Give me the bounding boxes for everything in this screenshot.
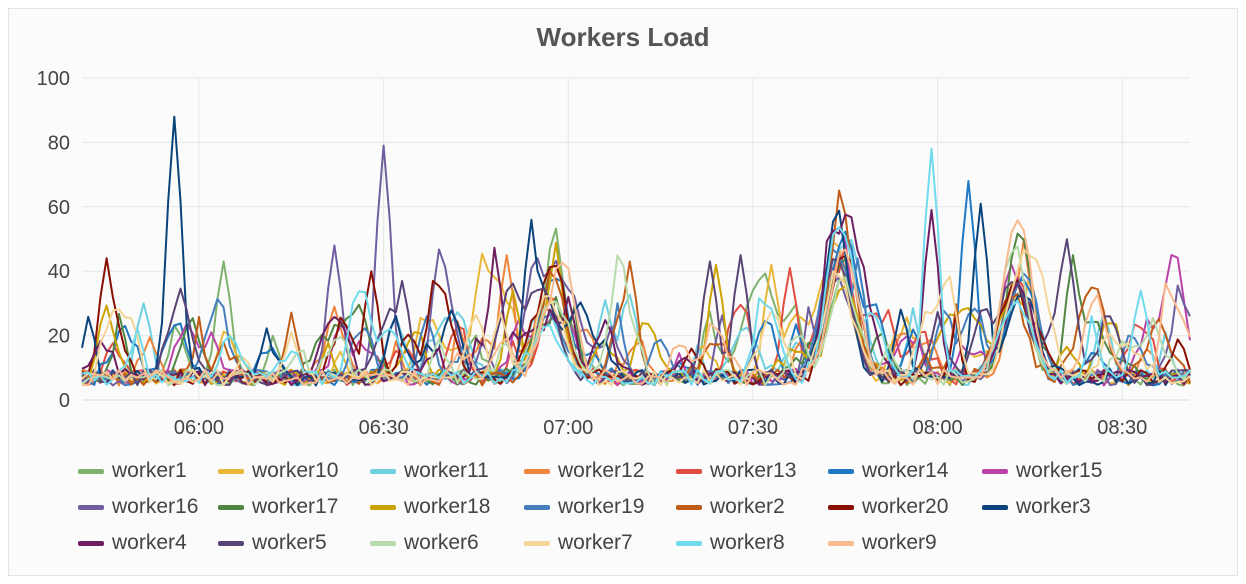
legend-swatch xyxy=(218,540,244,546)
legend-label: worker12 xyxy=(558,459,645,482)
legend-item-worker5[interactable]: worker5 xyxy=(218,528,327,558)
legend-item-worker1[interactable]: worker1 xyxy=(78,456,187,486)
legend-item-worker14[interactable]: worker14 xyxy=(828,456,948,486)
x-tick-label: 06:00 xyxy=(174,417,224,439)
legend-label: worker10 xyxy=(252,459,339,482)
legend-swatch xyxy=(676,468,702,474)
legend-item-worker17[interactable]: worker17 xyxy=(218,492,338,522)
legend-label: worker2 xyxy=(710,495,785,518)
legend-item-worker10[interactable]: worker10 xyxy=(218,456,338,486)
legend-item-worker18[interactable]: worker18 xyxy=(370,492,490,522)
legend-item-worker3[interactable]: worker3 xyxy=(982,492,1091,522)
x-tick-label: 08:00 xyxy=(913,417,963,439)
legend-label: worker8 xyxy=(710,531,785,554)
x-tick-label: 08:30 xyxy=(1097,417,1147,439)
series-line-worker9 xyxy=(81,219,1191,387)
legend-swatch xyxy=(218,468,244,474)
legend-label: worker11 xyxy=(404,459,489,482)
x-tick-label: 07:00 xyxy=(543,417,593,439)
legend-swatch xyxy=(524,468,550,474)
legend-swatch xyxy=(828,468,854,474)
legend-item-worker7[interactable]: worker7 xyxy=(524,528,633,558)
legend-item-worker12[interactable]: worker12 xyxy=(524,456,644,486)
legend-label: worker20 xyxy=(862,495,949,518)
legend-swatch xyxy=(524,540,550,546)
legend-label: worker16 xyxy=(112,495,199,518)
legend-swatch xyxy=(370,540,396,546)
legend-label: worker17 xyxy=(252,495,339,518)
legend-item-worker6[interactable]: worker6 xyxy=(370,528,479,558)
legend-label: worker13 xyxy=(710,459,797,482)
y-tick-label: 0 xyxy=(59,390,70,412)
legend-swatch xyxy=(982,504,1008,510)
series-line-worker5 xyxy=(81,238,1191,387)
legend-swatch xyxy=(676,504,702,510)
legend-item-worker15[interactable]: worker15 xyxy=(982,456,1102,486)
series-line-worker8 xyxy=(81,147,1191,386)
x-axis: 06:00 06:30 07:00 07:30 08:00 08:30 xyxy=(82,399,1190,439)
y-tick-label: 60 xyxy=(48,197,70,219)
legend-swatch xyxy=(78,504,104,510)
x-tick-label: 06:30 xyxy=(359,417,409,439)
y-tick-label: 40 xyxy=(48,261,70,283)
legend-item-worker11[interactable]: worker11 xyxy=(370,456,489,486)
legend-item-worker16[interactable]: worker16 xyxy=(78,492,198,522)
legend-label: worker14 xyxy=(862,459,949,482)
legend-label: worker7 xyxy=(558,531,633,554)
series-line-worker16 xyxy=(81,144,1191,387)
legend-label: worker18 xyxy=(404,495,491,518)
legend-swatch xyxy=(828,504,854,510)
y-axis: 0 20 40 60 80 100 xyxy=(37,68,70,412)
legend-swatch xyxy=(828,540,854,546)
chart-title: Workers Load xyxy=(536,22,710,52)
y-tick-label: 100 xyxy=(37,68,70,90)
legend-label: worker6 xyxy=(404,531,479,554)
legend-label: worker3 xyxy=(1016,495,1091,518)
legend-label: worker19 xyxy=(558,495,645,518)
y-tick-label: 20 xyxy=(48,326,70,348)
y-tick-label: 80 xyxy=(48,132,70,154)
legend-label: worker15 xyxy=(1016,459,1103,482)
legend-item-worker4[interactable]: worker4 xyxy=(78,528,187,558)
legend-swatch xyxy=(982,468,1008,474)
legend-item-worker9[interactable]: worker9 xyxy=(828,528,937,558)
legend-swatch xyxy=(78,540,104,546)
legend-label: worker9 xyxy=(862,531,937,554)
legend-swatch xyxy=(78,468,104,474)
legend-swatch xyxy=(524,504,550,510)
legend-swatch xyxy=(676,540,702,546)
legend-swatch xyxy=(218,504,244,510)
legend-label: worker1 xyxy=(112,459,187,482)
legend-label: worker5 xyxy=(252,531,327,554)
legend-swatch xyxy=(370,468,396,474)
legend-swatch xyxy=(370,504,396,510)
legend-item-worker2[interactable]: worker2 xyxy=(676,492,785,522)
legend-item-worker13[interactable]: worker13 xyxy=(676,456,796,486)
series-lines xyxy=(81,115,1191,387)
legend-item-worker19[interactable]: worker19 xyxy=(524,492,644,522)
legend-label: worker4 xyxy=(112,531,187,554)
series-line-worker3 xyxy=(81,115,1191,387)
series-line-worker20 xyxy=(81,255,1191,387)
x-tick-label: 07:30 xyxy=(728,417,778,439)
legend-item-worker8[interactable]: worker8 xyxy=(676,528,785,558)
legend-item-worker20[interactable]: worker20 xyxy=(828,492,948,522)
